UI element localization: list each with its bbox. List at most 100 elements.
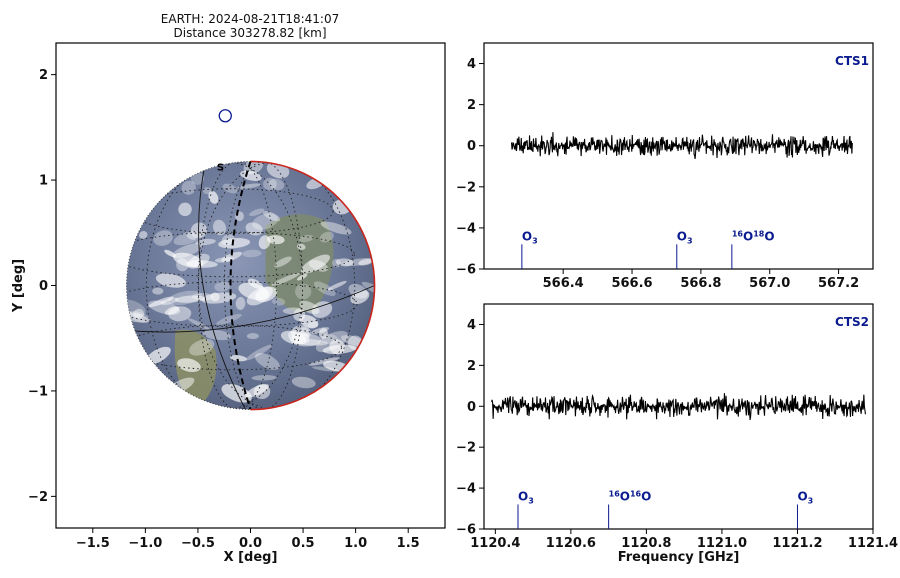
cloud	[299, 314, 319, 329]
cloud	[160, 297, 179, 306]
cloud	[208, 190, 219, 204]
x-tick-label: 1120.6	[546, 536, 596, 551]
x-tick-label: 0.0	[239, 536, 262, 551]
cloud	[341, 335, 365, 347]
cloud	[272, 297, 286, 306]
cloud	[164, 306, 180, 315]
cloud	[249, 208, 265, 216]
y-tick-label: 4	[467, 318, 476, 333]
x-tick-label: −1.0	[128, 536, 162, 551]
spectrum-trace	[491, 393, 866, 421]
cloud	[127, 311, 151, 323]
cloud	[267, 235, 285, 245]
latitude-line	[130, 188, 334, 234]
cloud	[242, 249, 262, 258]
cloud	[271, 272, 301, 286]
cloud	[216, 313, 242, 325]
molecule-label: O3	[797, 489, 813, 505]
cloud	[181, 180, 196, 195]
cloud	[254, 353, 280, 370]
figure-title-line1: EARTH: 2024-08-21T18:41:07	[161, 12, 339, 26]
cloud	[222, 183, 238, 194]
cloud	[312, 366, 339, 372]
pole-label: S	[217, 162, 224, 173]
axes-frame	[483, 303, 874, 530]
figure-title-line2: Distance 303278.82 [km]	[174, 26, 327, 40]
cloud	[247, 278, 264, 290]
cloud	[235, 297, 246, 310]
y-tick-label: 2	[467, 359, 476, 374]
x-tick-label: 1120.4	[470, 536, 520, 551]
cloud	[252, 213, 279, 230]
y-tick-label: 0	[467, 400, 476, 415]
cloud	[300, 254, 330, 274]
y-tick-label: −2	[456, 441, 476, 456]
cloud	[237, 183, 261, 189]
cloud	[133, 308, 145, 319]
molecule-label: 16O18O	[732, 229, 775, 243]
cloud	[258, 235, 271, 250]
x-tick-label: 566.8	[680, 276, 721, 291]
cloud	[240, 170, 262, 181]
cloud	[251, 375, 277, 381]
cloud	[186, 260, 218, 268]
y-tick-label: 1	[39, 174, 48, 189]
limb-arc	[250, 160, 376, 411]
y-tick-label: −4	[456, 221, 476, 236]
cloud	[148, 296, 174, 308]
x-tick-label: 1120.8	[621, 536, 671, 551]
limb-night-arc	[126, 161, 251, 410]
spectrum-trace	[510, 132, 853, 160]
y-tick-label: 0	[467, 139, 476, 154]
earth-view-panel: S −1.5 −1.0 −0.5 0.0 0.5 1.0 1.5 −2 −1 0 1 2 X [deg] Y…	[11, 42, 446, 565]
cloud	[299, 300, 320, 315]
x-tick-label: 1121.4	[848, 536, 898, 551]
target-marker	[218, 109, 232, 123]
cts1-spectrum-panel: O3 O3 16O18O 566.4 566.6 566.8 567.0 567.2 4 2 0 −2…	[456, 42, 874, 291]
cloud	[190, 171, 205, 185]
cloud	[214, 257, 235, 263]
cloud	[322, 344, 357, 354]
terminator-line	[229, 161, 252, 410]
y-tick-label: 2	[39, 68, 48, 83]
y-tick-label: −2	[456, 180, 476, 195]
cloud	[313, 281, 336, 297]
x-axis-label: X [deg]	[224, 550, 278, 565]
y-tick-label: −6	[456, 263, 476, 278]
x-tick-label: 0.5	[292, 536, 315, 551]
cloud	[139, 230, 148, 239]
cloud	[214, 281, 231, 292]
cloud	[298, 234, 314, 243]
x-tick-label: 1.5	[397, 536, 420, 551]
molecule-label: O3	[518, 489, 534, 505]
cloud	[308, 357, 340, 366]
equator-line	[126, 285, 375, 333]
cloud	[188, 339, 215, 356]
cts2-spectrum-panel: O3 16O16O O3 1120.4 1120.6 1120.8 1121.0 1121.2…	[456, 303, 898, 565]
x-tick-label: 567.0	[749, 276, 790, 291]
longitude-line	[197, 161, 356, 410]
cloud	[174, 295, 205, 303]
spectrometer-tag: CTS1	[835, 54, 869, 68]
cloud	[327, 280, 347, 291]
x-tick-label: −1.5	[76, 536, 110, 551]
cloud	[291, 376, 316, 389]
cloud	[201, 292, 237, 304]
cloud	[320, 221, 352, 235]
cloud	[246, 333, 259, 340]
molecule-label: O3	[677, 229, 693, 245]
y-tick-label: −2	[28, 490, 48, 505]
latitude-line	[126, 281, 358, 327]
earth-disk	[126, 161, 375, 410]
cloud	[230, 355, 247, 362]
cloud	[221, 251, 242, 262]
cloud	[152, 287, 164, 295]
cloud	[263, 177, 277, 191]
cloud	[246, 286, 273, 306]
cloud	[335, 258, 354, 267]
x-tick-label: −0.5	[181, 536, 215, 551]
cloud	[361, 281, 375, 295]
cloud	[295, 283, 312, 300]
y-tick-label: 2	[467, 98, 476, 113]
x-tick-label: 1121.0	[697, 536, 747, 551]
